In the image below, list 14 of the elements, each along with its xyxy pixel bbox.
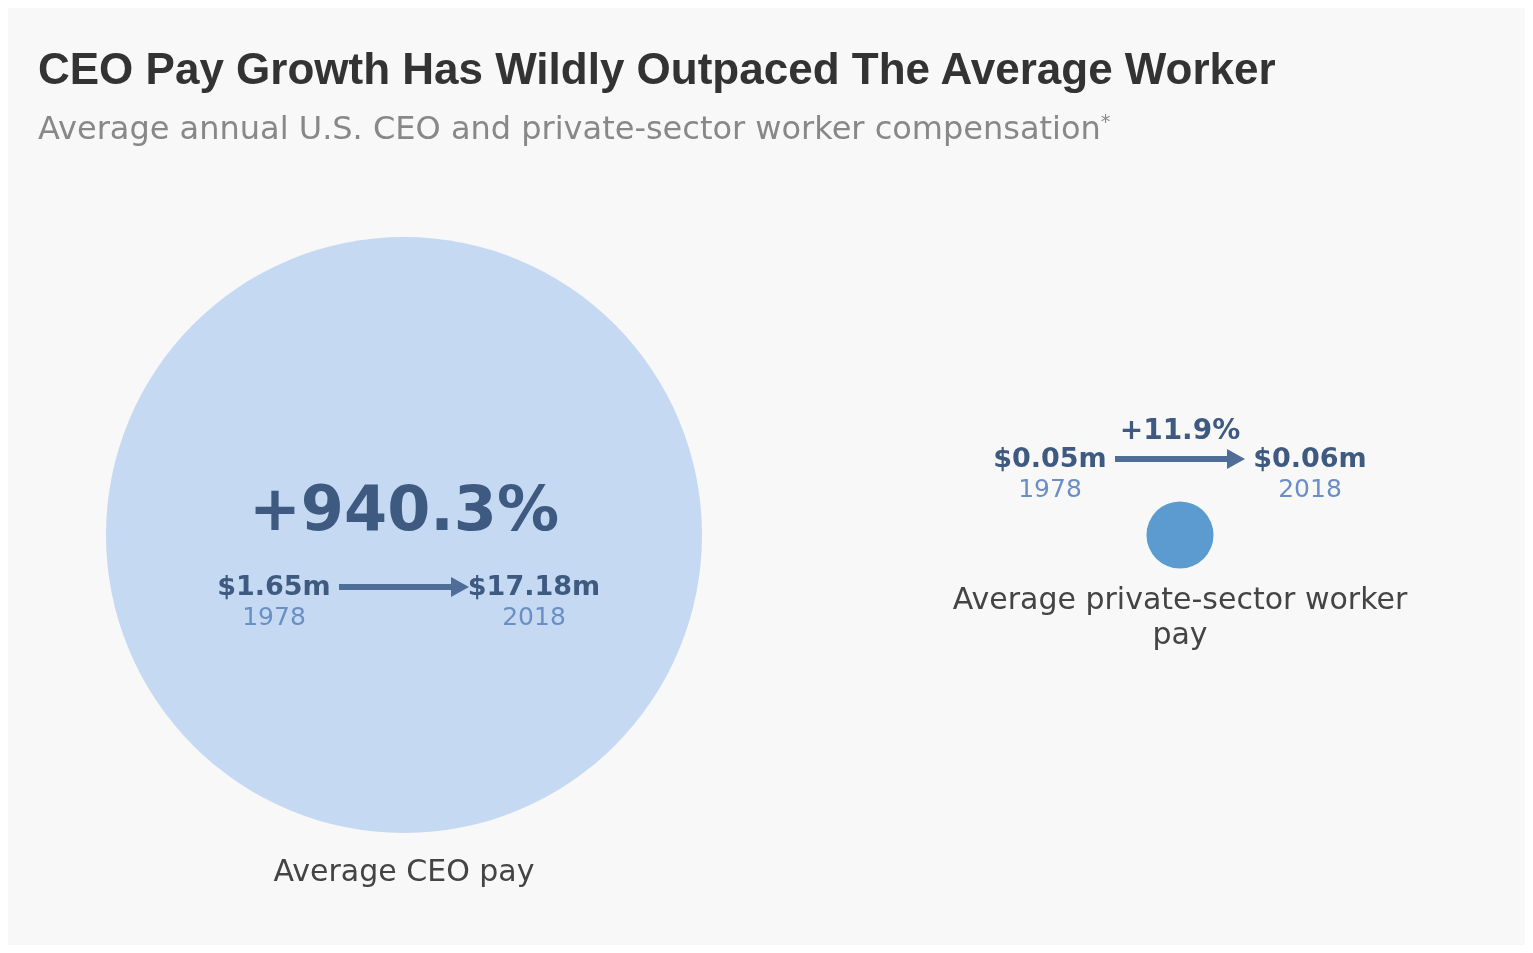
data-label: +11.9% [1119, 413, 1241, 446]
text: 1978 [242, 602, 306, 631]
text: CEO Pay Growth Has Wildly Outpaced The Average Worker [38, 44, 1276, 94]
text: 2018 [502, 602, 566, 631]
text: Average annual U.S. CEO and private-sector worker compensation$^{*}$ [38, 109, 1111, 147]
data-label: +940.3% [248, 472, 560, 545]
text: 1978 [1018, 474, 1082, 503]
text: $17.18m [467, 570, 601, 601]
text: $0.05m [993, 442, 1107, 473]
category-label: Average CEO pay [273, 853, 535, 888]
text: 2018 [1278, 474, 1342, 503]
text: $1.65m [217, 570, 331, 601]
text: $0.06m [1253, 442, 1367, 473]
category-label: Average private-sector worker pay [952, 580, 1408, 651]
